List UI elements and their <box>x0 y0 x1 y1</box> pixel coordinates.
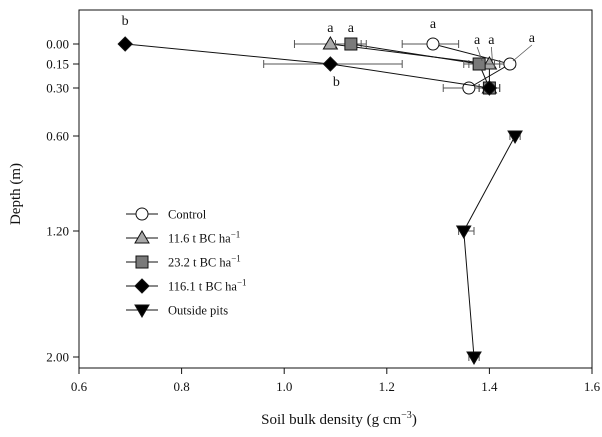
x-tick-label: 1.2 <box>379 379 395 394</box>
series-line <box>463 135 516 358</box>
data-point <box>344 37 358 51</box>
y-tick-label: 2.00 <box>46 350 69 365</box>
significance-label: b <box>333 75 340 90</box>
legend-entry: 23.2 t BC ha−1 <box>126 254 241 270</box>
data-point <box>322 56 339 72</box>
significance-label: a <box>529 31 536 46</box>
y-tick-label: 0.60 <box>46 129 69 144</box>
y-tick-label: 0.15 <box>46 57 69 72</box>
x-tick-label: 1.0 <box>276 379 292 394</box>
data-point <box>322 36 339 50</box>
series-layer <box>117 36 523 365</box>
data-point <box>117 36 133 52</box>
legend-entry: 11.6 t BC ha−1 <box>126 230 240 246</box>
significance-label: a <box>488 33 495 48</box>
plot-border <box>78 9 593 369</box>
legend: Control 11.6 t BC ha−1 23.2 t BC ha−1 116.1… <box>126 207 247 318</box>
y-axis-title: Depth (m) <box>8 163 24 225</box>
data-point <box>481 56 498 70</box>
series-control <box>401 37 517 95</box>
x-tick-label: 0.6 <box>71 379 88 394</box>
y-tick-label: 0.00 <box>46 37 69 52</box>
legend-marker <box>135 255 149 269</box>
significance-label: a <box>348 21 355 36</box>
data-point <box>466 351 482 365</box>
legend-entry: Control <box>126 207 207 222</box>
legend-label: 11.6 t BC ha−1 <box>168 230 240 246</box>
data-point <box>472 57 486 71</box>
significance-label: b <box>122 14 129 29</box>
legend-marker <box>134 278 150 294</box>
data-point <box>455 225 472 239</box>
legend-label: 116.1 t BC ha−1 <box>168 278 247 294</box>
legend-entry: 116.1 t BC ha−1 <box>126 278 247 294</box>
label-leader <box>476 46 483 62</box>
significance-label: a <box>430 17 437 32</box>
series-line <box>330 43 490 88</box>
data-point <box>507 130 523 144</box>
legend-marker <box>134 304 150 318</box>
legend-label: Outside pits <box>168 304 228 318</box>
data-point <box>426 37 440 51</box>
significance-label: a <box>327 21 334 36</box>
legend-label: Control <box>168 208 207 222</box>
x-axis: 0.6 0.8 1.0 1.2 1.4 1.6 <box>71 368 601 394</box>
data-point <box>481 80 498 96</box>
x-tick-label: 1.6 <box>584 379 601 394</box>
x-tick-label: 1.4 <box>481 379 498 394</box>
x-axis-title: Soil bulk density (g cm−3) <box>261 410 417 428</box>
label-leader <box>491 46 493 62</box>
x-tick-label: 0.8 <box>173 379 189 394</box>
series-outside-pits <box>455 130 523 365</box>
y-tick-label: 1.20 <box>46 224 69 239</box>
series-line <box>125 43 490 89</box>
legend-marker <box>135 207 149 221</box>
plot-frame <box>78 9 593 369</box>
legend-entry: Outside pits <box>126 304 228 318</box>
series-116-1-t-bc-ha <box>117 36 501 96</box>
y-axis: 0.00 0.15 0.30 0.60 1.20 2.00 <box>46 37 79 365</box>
significance-label: a <box>474 33 481 48</box>
legend-marker <box>134 230 150 244</box>
legend-label: 23.2 t BC ha−1 <box>168 254 241 270</box>
label-leader <box>512 44 533 62</box>
y-tick-label: 0.30 <box>46 81 69 96</box>
